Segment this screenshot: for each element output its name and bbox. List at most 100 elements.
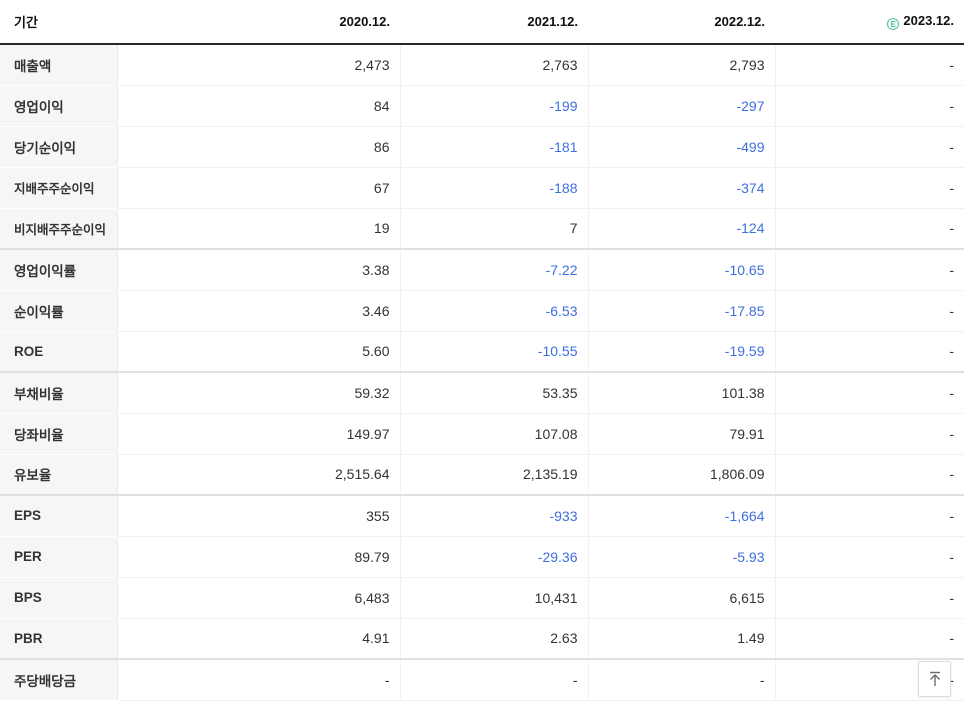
cell-value: 3.38	[117, 249, 400, 291]
cell-value: 86	[117, 126, 400, 168]
table-row: BPS 6,483 10,431 6,615 -	[0, 577, 964, 619]
table-row: PER 89.79 -29.36 -5.93 -	[0, 536, 964, 578]
table-row: 매출액 2,473 2,763 2,793 -	[0, 44, 964, 86]
column-header-label: 2023.12.	[903, 12, 954, 28]
cell-value: 10,431	[399, 577, 588, 619]
cell-value: 59.32	[117, 372, 400, 414]
cell-value: -181	[399, 126, 588, 168]
table-row: 비지배주주순이익 19 7 -124 -	[0, 208, 964, 250]
cell-value: -19.59	[587, 331, 775, 373]
table-row: 주당배당금 - - - -	[0, 659, 964, 701]
cell-value: 53.35	[399, 372, 588, 414]
cell-value: 2,135.19	[399, 454, 588, 496]
row-label: 순이익률	[0, 290, 118, 332]
row-label: 당좌비율	[0, 413, 118, 455]
table-header-row: 기간 2020.12. 2021.12. 2022.12. E 2023.12.	[0, 0, 964, 45]
table-row: PBR 4.91 2.63 1.49 -	[0, 618, 964, 660]
cell-value: 2,763	[399, 44, 588, 86]
row-label: EPS	[0, 495, 118, 537]
table-row: ROE 5.60 -10.55 -19.59 -	[0, 331, 964, 373]
cell-value: -	[399, 659, 588, 701]
table-row: 유보율 2,515.64 2,135.19 1,806.09 -	[0, 454, 964, 496]
cell-value: -6.53	[399, 290, 588, 332]
cell-value: 2,793	[587, 44, 775, 86]
column-header-2022-12: 2022.12.	[588, 0, 775, 45]
cell-value: -29.36	[399, 536, 588, 578]
cell-value: -	[774, 413, 964, 455]
cell-value: -	[774, 167, 964, 209]
row-label: 부채비율	[0, 372, 118, 414]
cell-value: -7.22	[399, 249, 588, 291]
scroll-to-top-button[interactable]	[918, 661, 951, 697]
column-header-2021-12: 2021.12.	[400, 0, 588, 45]
cell-value: -	[774, 126, 964, 168]
cell-value: -	[774, 85, 964, 127]
cell-value: -	[774, 536, 964, 578]
cell-value: 101.38	[587, 372, 775, 414]
cell-value: -124	[587, 208, 775, 250]
row-label: 영업이익	[0, 85, 118, 127]
cell-value: 67	[117, 167, 400, 209]
cell-value: 1.49	[587, 618, 775, 660]
cell-value: 149.97	[117, 413, 400, 455]
cell-value: -	[774, 249, 964, 291]
estimate-badge-icon: E	[887, 18, 900, 31]
row-label: ROE	[0, 331, 118, 373]
cell-value: -499	[587, 126, 775, 168]
cell-value: -10.55	[399, 331, 588, 373]
cell-value: 79.91	[587, 413, 775, 455]
table-row: 순이익률 3.46 -6.53 -17.85 -	[0, 290, 964, 332]
cell-value: -1,664	[587, 495, 775, 537]
table-row: 부채비율 59.32 53.35 101.38 -	[0, 372, 964, 414]
cell-value: -10.65	[587, 249, 775, 291]
table-row: 영업이익 84 -199 -297 -	[0, 85, 964, 127]
row-label: 영업이익률	[0, 249, 118, 291]
cell-value: 84	[117, 85, 400, 127]
row-label: 매출액	[0, 44, 118, 86]
cell-value: -	[774, 44, 964, 86]
cell-value: -17.85	[587, 290, 775, 332]
cell-value: 107.08	[399, 413, 588, 455]
cell-value: -	[774, 495, 964, 537]
cell-value: -933	[399, 495, 588, 537]
cell-value: -	[774, 372, 964, 414]
cell-value: 89.79	[117, 536, 400, 578]
row-label: 당기순이익	[0, 126, 118, 168]
table-row: 당기순이익 86 -181 -499 -	[0, 126, 964, 168]
cell-value: -	[774, 577, 964, 619]
cell-value: 355	[117, 495, 400, 537]
cell-value: -374	[587, 167, 775, 209]
row-label: 주당배당금	[0, 659, 118, 701]
table-row: 영업이익률 3.38 -7.22 -10.65 -	[0, 249, 964, 291]
cell-value: -	[587, 659, 775, 701]
cell-value: 6,615	[587, 577, 775, 619]
table-row: EPS 355 -933 -1,664 -	[0, 495, 964, 537]
arrow-up-to-top-icon	[929, 671, 940, 686]
cell-value: 4.91	[117, 618, 400, 660]
row-label: 비지배주주순이익	[0, 208, 118, 250]
period-column-header: 기간	[0, 0, 117, 45]
cell-value: -188	[399, 167, 588, 209]
cell-value: -	[774, 331, 964, 373]
cell-value: 19	[117, 208, 400, 250]
cell-value: 3.46	[117, 290, 400, 332]
cell-value: -	[774, 208, 964, 250]
cell-value: -297	[587, 85, 775, 127]
row-label: 지배주주순이익	[0, 167, 118, 209]
row-label: BPS	[0, 577, 118, 619]
cell-value: -5.93	[587, 536, 775, 578]
column-header-2023-12: E 2023.12.	[775, 0, 964, 45]
cell-value: -199	[399, 85, 588, 127]
row-label: PBR	[0, 618, 118, 660]
column-header-2020-12: 2020.12.	[117, 0, 400, 45]
table-row: 당좌비율 149.97 107.08 79.91 -	[0, 413, 964, 455]
cell-value: -	[774, 290, 964, 332]
table-row: 지배주주순이익 67 -188 -374 -	[0, 167, 964, 209]
cell-value: 5.60	[117, 331, 400, 373]
cell-value: 1,806.09	[587, 454, 775, 496]
cell-value: 2.63	[399, 618, 588, 660]
cell-value: 6,483	[117, 577, 400, 619]
cell-value: -	[774, 618, 964, 660]
cell-value: 7	[399, 208, 588, 250]
